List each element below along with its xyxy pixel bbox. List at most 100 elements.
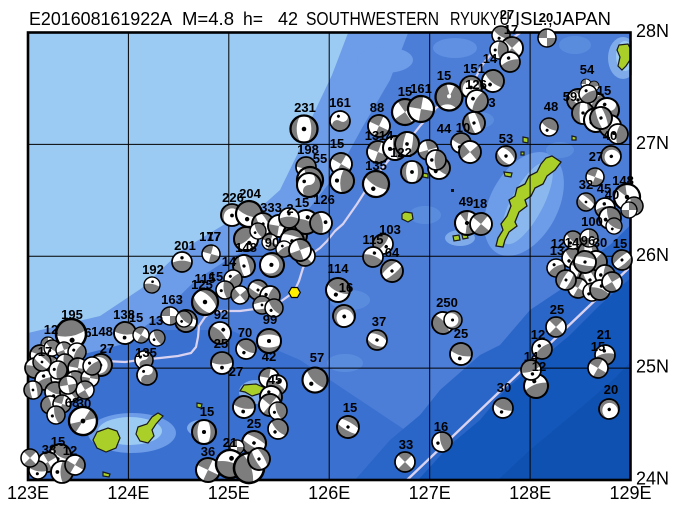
svg-text:148: 148 [612,173,634,188]
svg-text:126E: 126E [308,483,350,503]
svg-text:125: 125 [191,277,213,292]
svg-text:15: 15 [343,400,357,415]
svg-text:15: 15 [129,310,143,325]
svg-text:135: 135 [135,345,157,360]
svg-text:E201608161922A: E201608161922A [29,9,172,29]
svg-text:333: 333 [260,200,282,215]
svg-text:123E: 123E [7,483,49,503]
svg-text:17: 17 [207,229,221,244]
svg-text:20: 20 [604,382,618,397]
svg-text:54: 54 [580,62,595,77]
svg-text:92: 92 [214,307,228,322]
svg-text:99: 99 [263,312,277,327]
svg-text:103: 103 [379,222,401,237]
svg-text:114: 114 [328,261,350,276]
svg-text:17: 17 [504,22,518,37]
svg-text:27: 27 [589,149,603,164]
svg-text:20: 20 [539,10,553,25]
svg-text:15: 15 [597,83,611,98]
svg-text:115: 115 [363,232,384,247]
svg-text:15: 15 [209,269,223,284]
svg-text:59: 59 [563,89,577,104]
svg-text:38: 38 [42,442,56,457]
svg-text:12: 12 [551,236,565,251]
svg-text:25: 25 [550,302,564,317]
svg-text:18: 18 [473,196,487,211]
svg-text:115: 115 [195,271,216,286]
svg-text:15: 15 [437,68,451,83]
svg-text:27N: 27N [636,133,669,153]
svg-text:30: 30 [593,235,607,250]
svg-text:14: 14 [379,128,394,143]
svg-text:28N: 28N [636,21,669,41]
svg-text:2: 2 [286,201,293,216]
svg-text:48: 48 [544,99,558,114]
svg-text:M=4.8: M=4.8 [182,9,234,29]
svg-text:40: 40 [605,187,619,202]
svg-text:12: 12 [44,322,58,337]
svg-text:40: 40 [603,128,617,143]
svg-text:33: 33 [399,437,413,452]
svg-text:16: 16 [339,280,353,295]
svg-text:161: 161 [410,81,432,96]
svg-text:42: 42 [262,349,276,364]
svg-text:15: 15 [591,339,605,354]
svg-text:127E: 127E [409,483,451,503]
svg-text:151: 151 [463,61,485,76]
svg-text:12: 12 [63,443,77,458]
svg-text:27: 27 [229,364,243,379]
svg-text:10: 10 [456,120,470,135]
svg-text:53: 53 [499,131,513,146]
svg-text:30: 30 [77,396,91,411]
svg-text:125E: 125E [208,483,250,503]
svg-text:3: 3 [488,95,495,110]
svg-text:36: 36 [201,444,215,459]
svg-text:135: 135 [365,158,387,173]
svg-text:88: 88 [370,100,384,115]
svg-text:128E: 128E [509,483,551,503]
svg-text:68: 68 [65,395,79,410]
svg-text:148: 148 [91,324,113,339]
svg-text:42: 42 [278,9,298,29]
svg-text:55: 55 [313,151,327,166]
svg-text:26N: 26N [636,245,669,265]
svg-text:138: 138 [113,307,135,322]
svg-text:25N: 25N [636,357,669,377]
svg-text:27: 27 [500,7,514,22]
svg-text:45: 45 [268,372,282,387]
svg-text:14: 14 [524,349,539,364]
svg-text:177: 177 [199,229,221,244]
svg-text:44: 44 [437,121,452,136]
svg-text:126: 126 [465,77,487,92]
svg-text:32: 32 [579,177,593,192]
svg-text:15: 15 [330,136,344,151]
svg-text:21: 21 [597,327,611,342]
svg-text:15: 15 [398,84,412,99]
svg-text:15: 15 [613,236,627,251]
svg-text:161: 161 [329,95,351,110]
svg-text:12: 12 [531,327,545,342]
svg-text:13: 13 [149,313,163,328]
svg-text:h=: h= [243,9,263,29]
svg-text:14: 14 [565,235,580,250]
svg-text:57: 57 [310,350,324,365]
svg-text:226: 226 [222,190,244,205]
svg-text:15: 15 [200,404,214,419]
svg-text:13: 13 [550,243,564,258]
svg-text:129E: 129E [609,483,651,503]
svg-text:45: 45 [597,181,611,196]
svg-text:96: 96 [581,233,595,248]
svg-text:231: 231 [294,100,316,115]
svg-text:100: 100 [581,214,603,229]
svg-text:15: 15 [295,195,309,210]
svg-text:21: 21 [223,435,237,450]
svg-text:27: 27 [100,341,114,356]
svg-text:25: 25 [247,416,261,431]
svg-text:90: 90 [265,235,279,250]
svg-text:25: 25 [214,336,228,351]
svg-text:12: 12 [532,359,546,374]
svg-text:ISL.,JAPAN: ISL.,JAPAN [515,9,611,29]
svg-text:204: 204 [239,186,261,201]
svg-text:25: 25 [454,326,468,341]
svg-text:SOUTHWESTERN: SOUTHWESTERN [306,9,439,29]
